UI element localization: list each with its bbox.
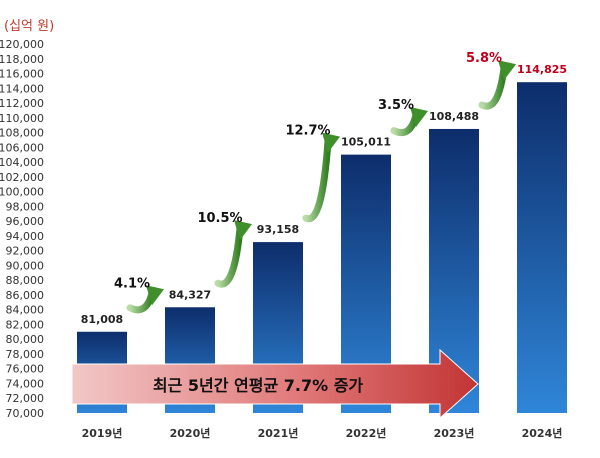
growth-arrow [302,132,340,223]
bar-value-label: 84,327 [169,288,211,301]
bar-value-label: 114,825 [517,63,567,76]
y-tick-label: 74,000 [6,377,45,390]
y-tick-label: 86,000 [6,289,45,302]
y-tick-label: 98,000 [6,200,45,213]
category-label: 2022년 [346,426,387,440]
category-label: 2021년 [258,426,299,440]
growth-arrow [478,60,516,110]
y-tick-label: 82,000 [6,318,45,331]
y-tick-label: 92,000 [6,245,45,258]
bar-value-label: 108,488 [429,110,479,123]
growth-arrow-shaft [126,289,156,314]
growth-arrow-shaft [214,224,244,288]
y-tick-label: 72,000 [6,392,45,405]
growth-arrow [390,106,428,137]
y-tick-label: 110,000 [0,112,44,125]
bar-value-label: 105,011 [341,136,391,149]
growth-rate-label: 10.5% [197,211,242,226]
y-tick-label: 76,000 [6,363,45,376]
category-labels: 2019년 2020년 2021년 2022년 2023년 2024년 [82,426,563,440]
growth-arrow-head [146,285,164,306]
bar-value-labels: 81,008 84,327 93,158 105,011 108,488 114,825 [81,63,567,326]
growth-rate-label: 5.8% [466,51,502,66]
growth-arrow-shaft [390,111,420,137]
y-tick-label: 120,000 [0,38,44,51]
growth-rate-label: 12.7% [285,124,330,139]
y-tick-label: 112,000 [0,97,44,110]
growth-arrow [126,285,164,314]
y-tick-label: 114,000 [0,82,44,95]
growth-rate-label: 3.5% [378,98,414,113]
y-tick-label: 102,000 [0,171,44,184]
y-tick-label: 116,000 [0,68,44,81]
bar-value-label: 81,008 [81,313,123,326]
growth-arrow-head [410,106,428,127]
growth-arrow-shaft [478,64,508,110]
category-label: 2019년 [82,426,123,440]
y-tick-label: 104,000 [0,156,44,169]
growth-arrow-head [234,220,252,241]
summary-text: 최근 5년간 연평균 7.7% 증가 [153,376,364,395]
growth-arrow-head [322,132,340,153]
bar [517,82,567,413]
growth-arrow [214,220,252,288]
y-tick-label: 96,000 [6,215,45,228]
y-tick-label: 94,000 [6,230,45,243]
y-tick-label: 78,000 [6,348,45,361]
growth-arrow-shaft [302,137,332,223]
y-axis-unit-label: (십억 원) [4,19,54,34]
y-tick-label: 90,000 [6,259,45,272]
category-label: 2023년 [434,426,475,440]
y-tick-label: 108,000 [0,127,44,140]
summary-arrow: 최근 5년간 연평균 7.7% 증가 [71,348,479,420]
y-tick-label: 100,000 [0,186,44,199]
category-label: 2024년 [522,426,563,440]
y-tick-label: 80,000 [6,333,45,346]
bar-value-label: 93,158 [257,223,299,236]
growth-arrows: 4.1% 10.5% 12.7% 3.5% 5.8% [114,51,516,314]
y-tick-label: 106,000 [0,141,44,154]
y-tick-label: 118,000 [0,53,44,66]
growth-rate-label: 4.1% [114,276,150,291]
growth-arrow-head [498,60,516,81]
y-tick-label: 84,000 [6,304,45,317]
y-tick-label: 70,000 [6,407,45,420]
y-tick-label: 88,000 [6,274,45,287]
category-label: 2020년 [170,426,211,440]
summary-arrow-shape [71,348,479,420]
